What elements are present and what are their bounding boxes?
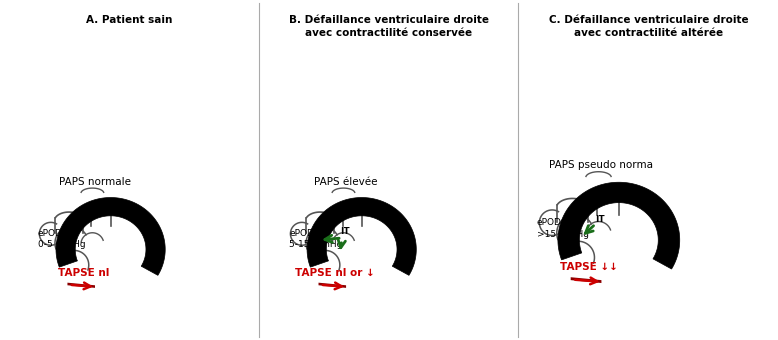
Text: PAPS normale: PAPS normale (59, 177, 131, 187)
PathPatch shape (571, 277, 601, 283)
Text: C. Défaillance ventriculaire droite: C. Défaillance ventriculaire droite (548, 15, 748, 25)
Text: TAPSE nl: TAPSE nl (58, 268, 109, 278)
Text: ePOD
5-15 mmHg: ePOD 5-15 mmHg (289, 229, 342, 249)
Text: IT: IT (340, 227, 350, 236)
Text: B. Défaillance ventriculaire droite: B. Défaillance ventriculaire droite (289, 15, 489, 25)
Text: avec contractilité altérée: avec contractilité altérée (574, 28, 723, 38)
Text: A. Patient sain: A. Patient sain (86, 15, 173, 25)
PathPatch shape (307, 198, 416, 275)
Text: ePOD
>15 mmHg: ePOD >15 mmHg (537, 219, 589, 239)
Text: TAPSE ↓↓: TAPSE ↓↓ (559, 262, 618, 272)
Text: IT: IT (595, 215, 605, 224)
Text: PAPS pseudo norma: PAPS pseudo norma (549, 160, 654, 170)
Text: TAPSE nl or ↓: TAPSE nl or ↓ (295, 268, 374, 278)
PathPatch shape (558, 182, 680, 269)
PathPatch shape (56, 198, 165, 275)
PathPatch shape (318, 283, 346, 288)
Text: PAPS élevée: PAPS élevée (314, 177, 378, 187)
Text: avec contractilité conservée: avec contractilité conservée (305, 28, 472, 38)
Text: ePOD
0-5 mmHg: ePOD 0-5 mmHg (38, 229, 86, 249)
PathPatch shape (68, 283, 95, 288)
